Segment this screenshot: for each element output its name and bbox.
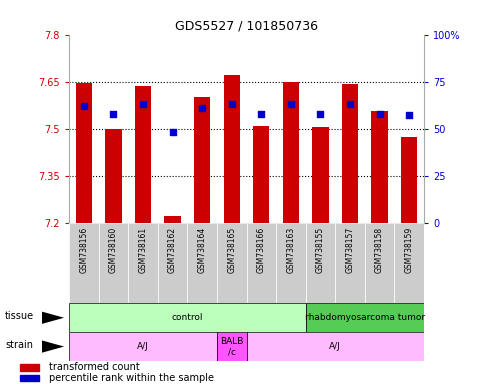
Bar xyxy=(20,375,39,381)
Text: A/J: A/J xyxy=(137,342,149,351)
Point xyxy=(257,111,265,117)
Bar xyxy=(246,223,276,303)
Text: GSM738161: GSM738161 xyxy=(139,227,147,273)
Bar xyxy=(158,223,187,303)
Bar xyxy=(99,223,128,303)
Text: strain: strain xyxy=(5,339,33,350)
Bar xyxy=(20,364,39,371)
Text: GSM738163: GSM738163 xyxy=(286,227,295,273)
Bar xyxy=(283,81,299,223)
Polygon shape xyxy=(42,312,64,324)
Point xyxy=(198,105,206,111)
Bar xyxy=(394,223,424,303)
Bar xyxy=(365,223,394,303)
Text: GSM738156: GSM738156 xyxy=(79,227,88,273)
Text: GSM738158: GSM738158 xyxy=(375,227,384,273)
Point xyxy=(405,113,413,119)
Bar xyxy=(187,223,217,303)
Text: GSM738157: GSM738157 xyxy=(346,227,354,273)
Bar xyxy=(246,332,424,361)
Bar xyxy=(335,223,365,303)
Text: tissue: tissue xyxy=(5,311,34,321)
Text: GSM738155: GSM738155 xyxy=(316,227,325,273)
Bar xyxy=(217,332,246,361)
Bar xyxy=(128,223,158,303)
Text: GSM738159: GSM738159 xyxy=(405,227,414,273)
Bar xyxy=(306,223,335,303)
Point xyxy=(228,101,236,107)
Bar xyxy=(69,223,99,303)
Bar xyxy=(69,332,217,361)
Bar xyxy=(313,127,329,223)
Bar xyxy=(106,129,122,223)
Point xyxy=(139,101,147,107)
Bar xyxy=(401,137,417,223)
Bar xyxy=(217,223,246,303)
Text: GSM738166: GSM738166 xyxy=(257,227,266,273)
Text: A/J: A/J xyxy=(329,342,341,351)
Text: BALB
/c: BALB /c xyxy=(220,337,244,356)
Point xyxy=(169,129,176,136)
Point xyxy=(109,111,117,117)
Point xyxy=(346,101,354,107)
Point xyxy=(80,103,88,109)
Bar xyxy=(224,75,240,223)
Bar xyxy=(253,126,269,223)
Text: GSM738162: GSM738162 xyxy=(168,227,177,273)
Text: GSM738165: GSM738165 xyxy=(227,227,236,273)
Bar xyxy=(276,223,306,303)
Bar xyxy=(76,83,92,223)
Bar xyxy=(306,303,424,332)
Text: transformed count: transformed count xyxy=(49,362,140,372)
Bar xyxy=(194,97,211,223)
Text: control: control xyxy=(172,313,203,322)
Bar xyxy=(342,84,358,223)
Text: rhabdomyosarcoma tumor: rhabdomyosarcoma tumor xyxy=(305,313,425,322)
Point xyxy=(376,111,384,117)
Text: GSM738164: GSM738164 xyxy=(198,227,207,273)
Point xyxy=(287,101,295,107)
Text: percentile rank within the sample: percentile rank within the sample xyxy=(49,373,214,383)
Bar xyxy=(135,86,151,223)
Text: GDS5527 / 101850736: GDS5527 / 101850736 xyxy=(175,19,318,32)
Text: GSM738160: GSM738160 xyxy=(109,227,118,273)
Point xyxy=(317,111,324,117)
Bar xyxy=(69,303,306,332)
Bar xyxy=(165,216,181,223)
Polygon shape xyxy=(42,341,64,353)
Bar xyxy=(372,111,387,223)
